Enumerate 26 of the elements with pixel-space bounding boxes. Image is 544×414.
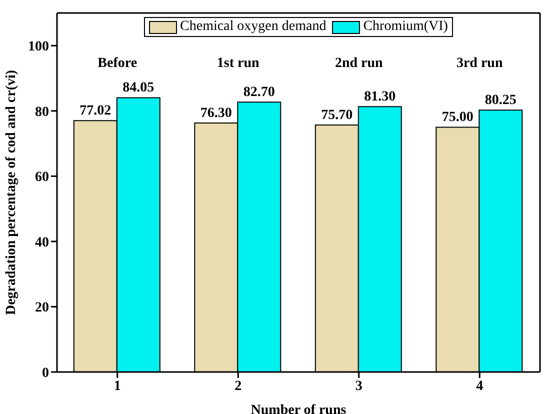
x-tick-label: 4 — [476, 378, 484, 394]
annotation: 3rd run — [456, 56, 503, 71]
annotation: 2nd run — [334, 56, 384, 71]
data-label: 75.70 — [321, 108, 353, 123]
y-tick-label: 60 — [35, 170, 49, 186]
annotation: Before — [98, 56, 138, 71]
y-tick-label: 20 — [35, 300, 49, 316]
legend-label: Chromium(VI) — [363, 19, 448, 35]
y-tick-label: 0 — [42, 366, 49, 381]
x-axis-title: Number of runs — [250, 403, 347, 414]
x-tick-label: 3 — [355, 378, 362, 394]
annotation: 1st run — [216, 56, 260, 71]
data-label: 80.25 — [484, 93, 516, 108]
x-tick-label: 2 — [234, 378, 242, 394]
data-label: 82.70 — [243, 85, 275, 100]
y-tick-label: 100 — [28, 40, 49, 55]
data-label: 76.30 — [200, 106, 232, 121]
data-label: 84.05 — [122, 80, 154, 96]
y-tick-label: 80 — [35, 104, 49, 120]
x-tick-label: 1 — [114, 378, 121, 394]
y-axis-title: Degradation percentage of cod and cr(vi) — [4, 70, 19, 316]
legend-label: Chemical oxygen demand — [180, 19, 326, 35]
data-label: 81.30 — [364, 90, 396, 105]
y-tick-label: 40 — [35, 235, 49, 250]
data-label: 75.00 — [442, 110, 474, 126]
data-label: 77.02 — [80, 104, 112, 119]
